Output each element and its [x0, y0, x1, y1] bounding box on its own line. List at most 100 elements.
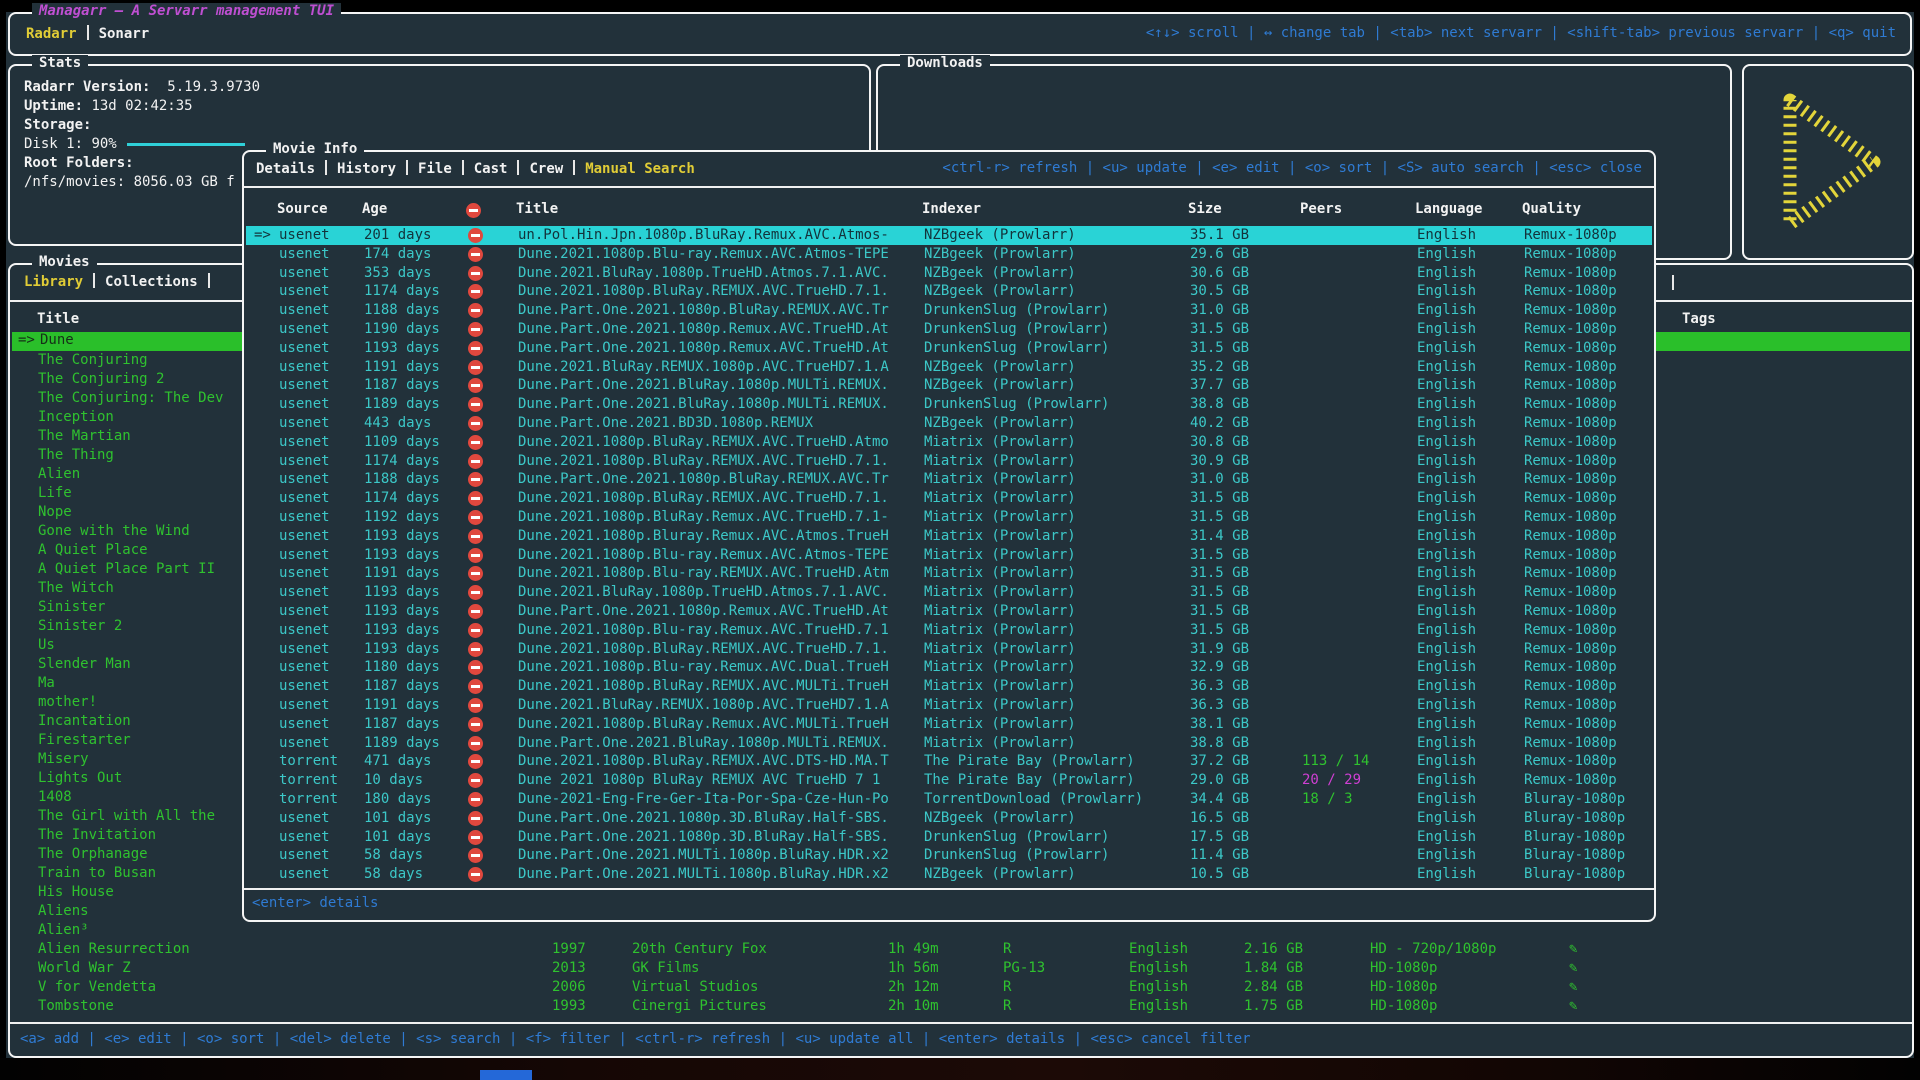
- sidebar-movie-title[interactable]: Alien: [38, 466, 81, 482]
- release-language: English: [1417, 640, 1477, 657]
- search-result-row[interactable]: usenet 101 days Dune.Part.One.2021.1080p.3…: [246, 809, 1652, 828]
- sidebar-movie-title[interactable]: World War Z: [38, 960, 131, 976]
- search-result-row[interactable]: usenet 1174 days Dune.2021.1080p.BluRay.RE…: [246, 489, 1652, 508]
- sidebar-movie-title[interactable]: Sinister: [38, 599, 106, 615]
- release-size: 34.4 GB: [1190, 791, 1250, 807]
- movie-quality: HD - 720p/1080p: [1370, 941, 1497, 957]
- search-result-row[interactable]: torrent 180 days Dune-2021-Eng-Fre-Ger-Ita…: [246, 790, 1652, 809]
- sidebar-movie-title[interactable]: Misery: [38, 751, 89, 767]
- search-result-row[interactable]: usenet 174 days Dune.2021.1080p.Blu-ray.Re…: [246, 245, 1652, 264]
- search-result-row[interactable]: usenet 1193 days Dune.2021.1080p.Blu-ray.R…: [246, 546, 1652, 565]
- sidebar-movie-title[interactable]: A Quiet Place Part II: [38, 561, 216, 577]
- sidebar-movie-title[interactable]: Tombstone: [38, 998, 114, 1014]
- search-result-row[interactable]: torrent 10 days Dune 2021 1080p BluRay REM…: [246, 771, 1652, 790]
- rejected-icon: [468, 566, 483, 582]
- sidebar-movie-title[interactable]: V for Vendetta: [38, 979, 157, 995]
- search-result-row[interactable]: usenet 1188 days Dune.Part.One.2021.1080p.…: [246, 470, 1652, 489]
- sidebar-movie-title[interactable]: The Girl with All the: [38, 808, 216, 824]
- release-size: 36.3 GB: [1190, 678, 1250, 695]
- search-result-row[interactable]: usenet 1187 days Dune.Part.One.2021.BluRay…: [246, 376, 1652, 395]
- sidebar-movie-title[interactable]: The Witch: [38, 580, 114, 596]
- sidebar-movie-title[interactable]: His House: [38, 884, 114, 900]
- sidebar-movie-title[interactable]: The Conjuring: [38, 352, 148, 368]
- search-result-row[interactable]: usenet 1193 days Dune.Part.One.2021.1080p.…: [246, 339, 1652, 358]
- search-result-row[interactable]: usenet 1180 days Dune.2021.1080p.Blu-ray.R…: [246, 658, 1652, 677]
- movie-detail-row[interactable]: 1997 20th Century Fox 1h 49m R English 2.16 G…: [10, 940, 1912, 959]
- tab-manual-search[interactable]: Manual Search: [585, 161, 695, 177]
- search-result-row[interactable]: usenet 1174 days Dune.2021.1080p.BluRay.RE…: [246, 452, 1652, 471]
- selection-marker: =>: [18, 332, 35, 348]
- search-result-row[interactable]: usenet 1187 days Dune.2021.1080p.BluRay.RE…: [246, 677, 1652, 696]
- release-size: 35.1 GB: [1190, 227, 1250, 243]
- search-result-row[interactable]: usenet 101 days Dune.Part.One.2021.1080p.3…: [246, 828, 1652, 847]
- search-result-row[interactable]: usenet 1193 days Dune.2021.1080p.BluRay.RE…: [246, 640, 1652, 659]
- search-result-row[interactable]: usenet 1189 days Dune.Part.One.2021.BluRay…: [246, 395, 1652, 414]
- release-peers: 18 / 3: [1302, 791, 1353, 807]
- sidebar-movie-title[interactable]: Firestarter: [38, 732, 131, 748]
- tab-library[interactable]: Library: [24, 274, 84, 290]
- sidebar-movie-title[interactable]: The Thing: [38, 447, 114, 463]
- sidebar-movie-title[interactable]: Train to Busan: [38, 865, 157, 881]
- tab-crew[interactable]: Crew: [529, 161, 564, 177]
- search-result-row[interactable]: usenet 1174 days Dune.2021.1080p.BluRay.RE…: [246, 282, 1652, 301]
- movies-tabs: Library Collections: [24, 273, 220, 290]
- sidebar-movie-title[interactable]: Life: [38, 485, 72, 501]
- search-result-row[interactable]: usenet 1193 days Dune.Part.One.2021.1080p.…: [246, 602, 1652, 621]
- sidebar-movie-title[interactable]: Alien³: [38, 922, 89, 938]
- selected-movie-title: Dune: [40, 332, 74, 348]
- search-result-row[interactable]: usenet 1191 days Dune.2021.BluRay.REMUX.10…: [246, 696, 1652, 715]
- movie-detail-row[interactable]: 1993 Cinergi Pictures 2h 10m R English 1.75 G…: [10, 997, 1912, 1016]
- search-result-row[interactable]: usenet 1109 days Dune.2021.1080p.BluRay.RE…: [246, 433, 1652, 452]
- search-result-row[interactable]: usenet 1193 days Dune.2021.BluRay.1080p.Tr…: [246, 583, 1652, 602]
- sidebar-movie-title[interactable]: 1408: [38, 789, 72, 805]
- search-result-row[interactable]: usenet 1187 days Dune.2021.1080p.BluRay.Re…: [246, 715, 1652, 734]
- tab-collections[interactable]: Collections: [105, 274, 198, 290]
- tab-file[interactable]: File: [418, 161, 452, 177]
- search-result-row[interactable]: usenet 1188 days Dune.Part.One.2021.1080p.…: [246, 301, 1652, 320]
- sidebar-movie-title[interactable]: The Invitation: [38, 827, 157, 843]
- search-result-row[interactable]: usenet 58 days Dune.Part.One.2021.MULTi.10…: [246, 846, 1652, 865]
- sidebar-movie-title[interactable]: The Conjuring 2: [38, 371, 165, 387]
- search-result-row[interactable]: usenet 1192 days Dune.2021.1080p.BluRay.Re…: [246, 508, 1652, 527]
- sidebar-movie-title[interactable]: Us: [38, 637, 55, 653]
- sidebar-movie-title[interactable]: A Quiet Place: [38, 542, 148, 558]
- search-result-row[interactable]: usenet 1190 days Dune.Part.One.2021.1080p.…: [246, 320, 1652, 339]
- sidebar-movie-title[interactable]: Nope: [38, 504, 72, 520]
- sidebar-movie-title[interactable]: The Orphanage: [38, 846, 148, 862]
- search-result-row[interactable]: usenet 1191 days Dune.2021.BluRay.REMUX.10…: [246, 358, 1652, 377]
- tab-radarr[interactable]: Radarr: [26, 26, 77, 42]
- search-result-row[interactable]: usenet 353 days Dune.2021.BluRay.1080p.Tru…: [246, 264, 1652, 283]
- sidebar-movie-title[interactable]: Inception: [38, 409, 114, 425]
- release-age: 471 days: [364, 753, 432, 770]
- sidebar-movie-title[interactable]: Sinister 2: [38, 618, 123, 634]
- sidebar-movie-title[interactable]: Slender Man: [38, 656, 131, 672]
- sidebar-movie-title[interactable]: The Conjuring: The Dev: [38, 390, 224, 406]
- search-result-row[interactable]: usenet 58 days Dune.Part.One.2021.MULTi.10…: [246, 865, 1652, 884]
- tab-sonarr[interactable]: Sonarr: [98, 26, 150, 42]
- sidebar-movie-title[interactable]: The Martian: [38, 428, 131, 444]
- sidebar-movie-title[interactable]: Ma: [38, 675, 55, 691]
- release-indexer: Miatrix (Prowlarr): [924, 471, 1076, 488]
- sidebar-movie-title[interactable]: mother!: [38, 694, 98, 710]
- release-quality: Remux-1080p: [1524, 565, 1617, 582]
- tab-cast[interactable]: Cast: [473, 161, 508, 177]
- search-result-row[interactable]: usenet 443 days Dune.Part.One.2021.BD3D.10…: [246, 414, 1652, 433]
- release-age: 1174 days: [364, 283, 440, 300]
- release-title: Dune.2021.1080p.Blu-ray.Remux.AVC.Dual.T…: [518, 659, 889, 676]
- sidebar-movie-title[interactable]: Alien Resurrection: [38, 941, 190, 957]
- search-result-row[interactable]: usenet 1189 days Dune.Part.One.2021.BluRay…: [246, 734, 1652, 753]
- tab-history[interactable]: History: [337, 161, 397, 177]
- search-result-row[interactable]: torrent 471 days Dune.2021.1080p.BluRay.RE…: [246, 752, 1652, 771]
- selection-marker: =>: [254, 227, 271, 243]
- sidebar-movie-title[interactable]: Incantation: [38, 713, 131, 729]
- search-result-row[interactable]: usenet 1191 days Dune.2021.1080p.Blu-ray.R…: [246, 564, 1652, 583]
- sidebar-movie-title[interactable]: Gone with the Wind: [38, 523, 190, 539]
- tab-details[interactable]: Details: [256, 161, 316, 177]
- sidebar-movie-title[interactable]: Lights Out: [38, 770, 123, 786]
- sidebar-movie-title[interactable]: Aliens: [38, 903, 89, 919]
- movie-detail-row[interactable]: 2006 Virtual Studios 2h 12m R English 2.84 GB…: [10, 978, 1912, 997]
- movie-detail-row[interactable]: 2013 GK Films 1h 56m PG-13 English 1.84 GB HD-…: [10, 959, 1912, 978]
- search-result-row[interactable]: => usenet 201 days un.Pol.Hin.Jpn.1080p.Blu…: [246, 226, 1652, 245]
- search-result-row[interactable]: usenet 1193 days Dune.2021.1080p.Bluray.Re…: [246, 527, 1652, 546]
- search-result-row[interactable]: usenet 1193 days Dune.2021.1080p.Blu-ray.R…: [246, 621, 1652, 640]
